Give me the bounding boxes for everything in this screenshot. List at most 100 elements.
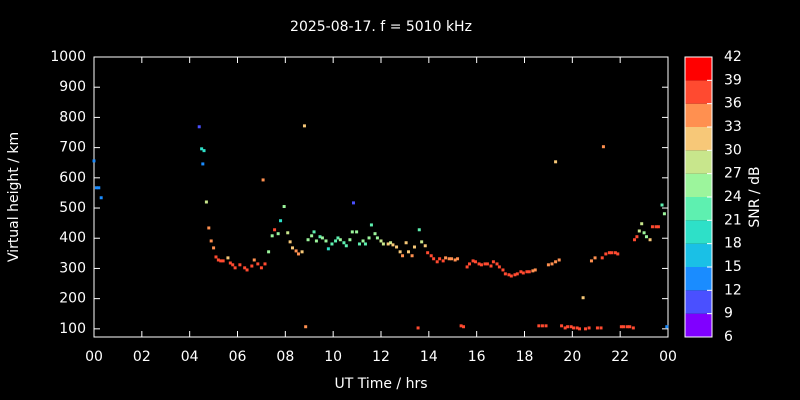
data-point [404, 241, 408, 245]
data-point [221, 259, 225, 263]
data-point [485, 262, 489, 266]
data-point [209, 239, 213, 243]
data-point [560, 324, 564, 328]
colorbar-block [685, 243, 712, 267]
data-point [401, 254, 405, 258]
data-point [286, 231, 290, 235]
data-point [200, 147, 204, 151]
data-point [273, 228, 277, 232]
data-point [625, 325, 629, 329]
data-point [599, 326, 603, 330]
y-tick-label: 900 [59, 79, 86, 95]
data-point [438, 257, 442, 261]
data-point [644, 235, 648, 239]
data-point [348, 238, 352, 242]
data-point [99, 196, 103, 200]
data-point [92, 159, 96, 163]
x-tick-label: 18 [516, 349, 534, 365]
data-point [465, 265, 469, 269]
data-point [613, 251, 617, 255]
data-point [201, 162, 205, 166]
colorbar-tick-label: 9 [724, 306, 733, 322]
colorbar-tick-label: 12 [724, 282, 742, 298]
colorbar-tick-label: 42 [724, 49, 742, 65]
data-point [648, 238, 652, 242]
y-tick-label: 300 [59, 260, 86, 276]
data-point [462, 325, 466, 329]
data-point [420, 240, 424, 244]
x-tick-label: 22 [611, 349, 629, 365]
data-point [656, 225, 660, 229]
data-point [294, 249, 298, 253]
x-axis-label: UT Time / hrs [334, 376, 427, 392]
data-point [363, 242, 367, 246]
data-point [575, 326, 579, 330]
colorbar-tick-label: 15 [724, 259, 742, 275]
data-point [288, 240, 292, 244]
y-tick-label: 200 [59, 291, 86, 307]
data-point [330, 242, 334, 246]
data-point [207, 226, 211, 230]
data-point [97, 186, 101, 190]
data-point [429, 254, 433, 258]
data-point [259, 266, 263, 270]
data-point [238, 263, 242, 267]
data-point [204, 200, 208, 204]
data-point [324, 239, 328, 243]
data-point [423, 244, 427, 248]
data-point [527, 270, 531, 274]
data-point [336, 236, 340, 240]
data-point [361, 239, 365, 243]
y-tick-label: 100 [59, 321, 86, 337]
data-point [554, 260, 558, 264]
data-point [578, 327, 582, 331]
x-tick-label: 02 [133, 349, 151, 365]
data-point [435, 260, 439, 264]
data-point [276, 232, 280, 236]
data-point [589, 259, 593, 263]
colorbar-block [685, 127, 712, 151]
data-point [267, 250, 271, 254]
data-point [263, 262, 267, 266]
colorbar-tick-label: 21 [724, 212, 742, 228]
data-point [351, 201, 355, 205]
data-point [357, 242, 361, 246]
data-point [389, 241, 393, 245]
data-point [453, 258, 457, 262]
data-point [386, 242, 390, 246]
plot-frame [93, 56, 669, 338]
data-point [581, 296, 585, 300]
data-point [631, 326, 635, 330]
data-point [444, 256, 448, 260]
colorbar-block [685, 267, 712, 291]
data-point [491, 260, 495, 264]
data-point [338, 238, 342, 242]
colorbar-tick-label: 30 [724, 142, 742, 158]
data-point [563, 326, 567, 330]
data-point [583, 327, 587, 331]
data-point [540, 324, 544, 328]
data-point [665, 325, 669, 329]
chart-title: 2025-08-17. f = 5010 kHz [290, 19, 472, 35]
data-point [521, 271, 525, 275]
data-point [432, 257, 436, 261]
data-point [410, 254, 414, 258]
data-point [334, 239, 338, 243]
y-tick-label: 400 [59, 230, 86, 246]
data-point [94, 186, 98, 190]
colorbar-block [685, 290, 712, 314]
colorbar-block [685, 220, 712, 244]
data-point [391, 243, 395, 247]
colorbar-tick-label: 36 [724, 96, 742, 112]
data-point [503, 272, 507, 276]
data-point [467, 262, 471, 266]
data-point [662, 212, 666, 216]
data-point [635, 235, 639, 239]
data-point [600, 256, 604, 260]
x-tick-label: 20 [563, 349, 581, 365]
data-point [619, 325, 623, 329]
data-point [473, 260, 477, 264]
data-point [572, 326, 576, 330]
x-tick-label: 12 [372, 349, 390, 365]
